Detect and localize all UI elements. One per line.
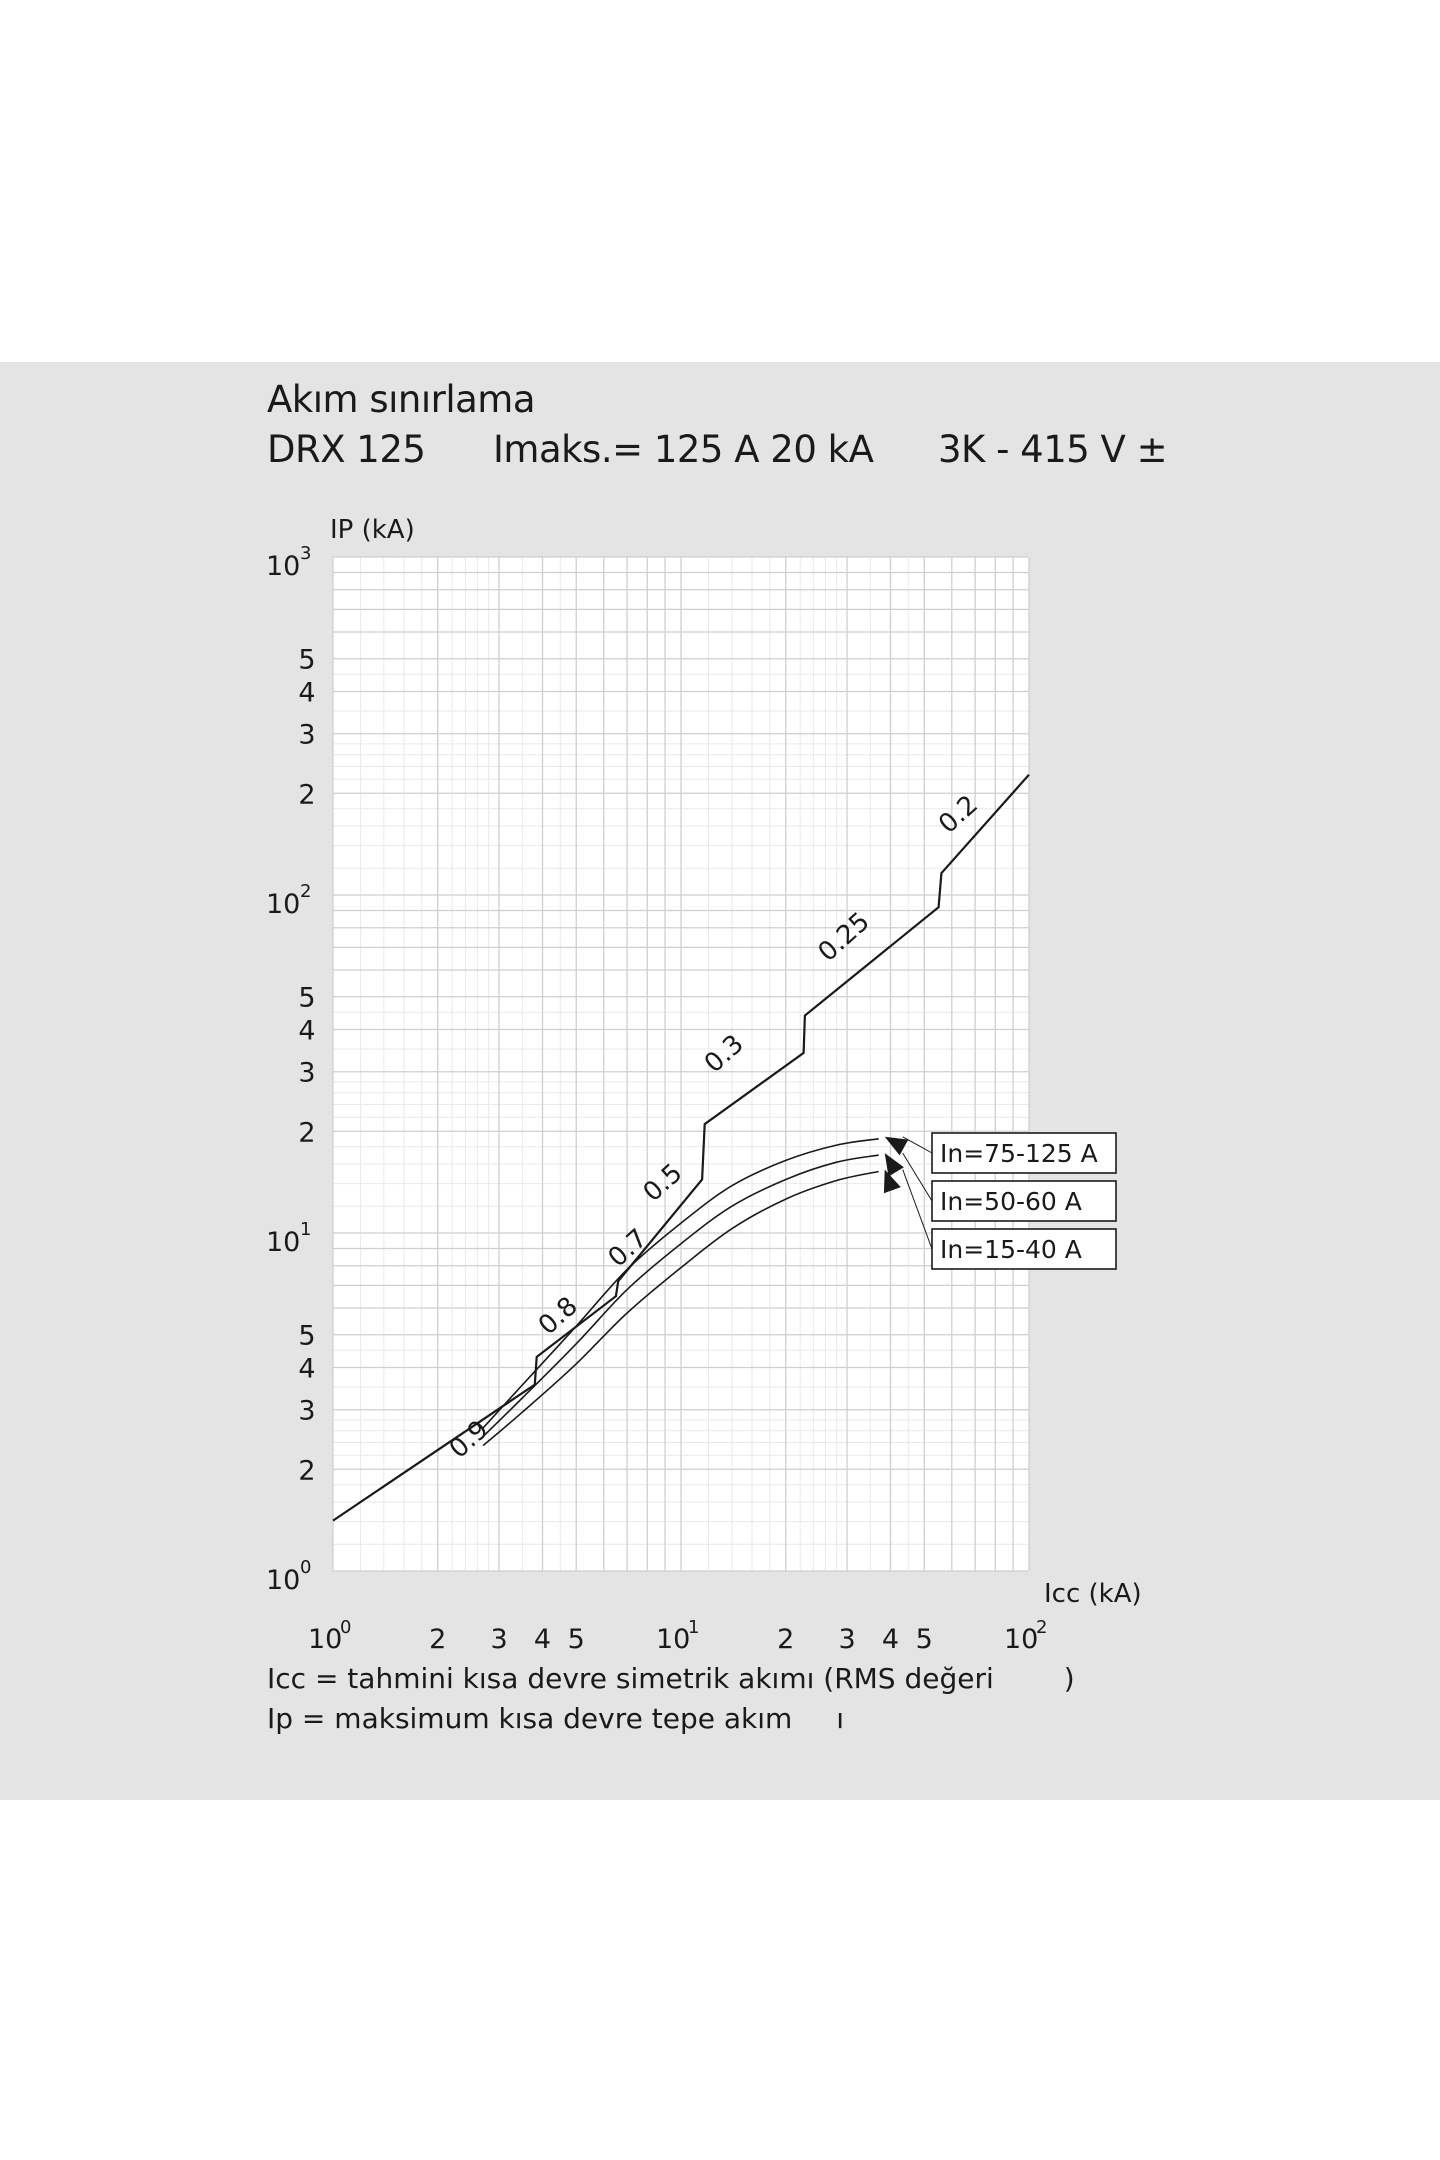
y-tick-label: 4 (298, 1016, 315, 1047)
legend-arrowhead (884, 1153, 904, 1177)
voltage-text: 3K - 415 V ± (938, 428, 1168, 471)
peak-current-line (332, 773, 1030, 1522)
y-tick-label: 10 (266, 1565, 300, 1596)
y-tick-exponent: 1 (300, 1219, 311, 1240)
legend: In=75-125 A In=50-60 A In=15-40 A (883, 1132, 1117, 1270)
y-tick-label: 2 (298, 779, 315, 810)
y-tick-label: 5 (298, 1321, 315, 1352)
legend-arrowhead (883, 1169, 901, 1194)
x-tick-label: 5 (568, 1624, 585, 1655)
y-tick-label: 2 (298, 1117, 315, 1148)
x-tick-label: 2 (777, 1624, 794, 1655)
legend-arrowhead (884, 1136, 909, 1156)
x-tick-label: 3 (490, 1624, 507, 1655)
y-tick-label: 10 (266, 889, 300, 920)
x-tick-label: 5 (916, 1624, 933, 1655)
x-tick-label: 10 (656, 1624, 690, 1655)
y-tick-label: 3 (298, 1396, 315, 1427)
legend-leader-line (902, 1169, 933, 1250)
legend-leader-line (902, 1136, 933, 1154)
y-tick-label: 3 (298, 1058, 315, 1089)
let-through-curve-2 (482, 1154, 879, 1438)
y-tick-label: 5 (298, 645, 315, 676)
x-axis-label: Icc (kA) (1044, 1579, 1142, 1609)
x-tick-label: 10 (308, 1624, 342, 1655)
legend-label: In=15-40 A (940, 1235, 1082, 1264)
x-tick-exponent: 2 (1036, 1617, 1047, 1638)
chart-title: Akım sınırlama (267, 378, 536, 421)
curves (332, 773, 1030, 1522)
legend-box (931, 1180, 1117, 1222)
y-tick-label: 5 (298, 983, 315, 1014)
x-tick-label: 4 (534, 1624, 551, 1655)
grid-major (332, 556, 1030, 1572)
y-tick-label: 2 (298, 1455, 315, 1486)
y-tick-label: 4 (298, 678, 315, 709)
y-tick-exponent: 2 (300, 881, 311, 902)
let-through-curve-1 (482, 1138, 879, 1429)
y-tick-label: 4 (298, 1354, 315, 1385)
let-through-curve-3 (482, 1170, 879, 1447)
x-tick-label: 10 (1004, 1624, 1038, 1655)
x-tick-exponent: 1 (688, 1617, 699, 1638)
model-name: DRX 125 (267, 428, 426, 471)
y-tick-exponent: 0 (300, 1557, 311, 1578)
legend-leader-line (902, 1152, 933, 1202)
icc-definition-text: Icc = tahmini kısa devre simetrik akımı … (267, 1662, 994, 1695)
y-tick-label: 3 (298, 720, 315, 751)
x-tick-label: 2 (429, 1624, 446, 1655)
icc-definition: Icc = tahmini kısa devre simetrik akımı … (267, 1662, 1075, 1695)
x-tick-label: 4 (882, 1624, 899, 1655)
ip-definition: Ip = maksimum kısa devre tepe akım ı (267, 1702, 844, 1735)
y-tick-exponent: 3 (300, 543, 311, 564)
x-tick-labels: 100 2 3 4 5 101 2 3 4 5 102 (308, 1617, 1047, 1655)
y-tick-label: 10 (266, 551, 300, 582)
rating-text: Imaks.= 125 A 20 kA (493, 428, 874, 471)
legend-box (931, 1228, 1117, 1270)
x-tick-exponent: 0 (340, 1617, 351, 1638)
y-axis-label: IP (kA) (330, 515, 415, 545)
legend-label: In=75-125 A (940, 1139, 1098, 1168)
y-tick-label: 10 (266, 1227, 300, 1258)
ip-definition-text: Ip = maksimum kısa devre tepe akım (267, 1702, 793, 1735)
legend-box (931, 1132, 1117, 1174)
legend-label: In=50-60 A (940, 1187, 1082, 1216)
icc-definition-close: ) (1063, 1662, 1075, 1695)
ip-definition-suffix: ı (836, 1702, 845, 1735)
x-tick-label: 3 (838, 1624, 855, 1655)
